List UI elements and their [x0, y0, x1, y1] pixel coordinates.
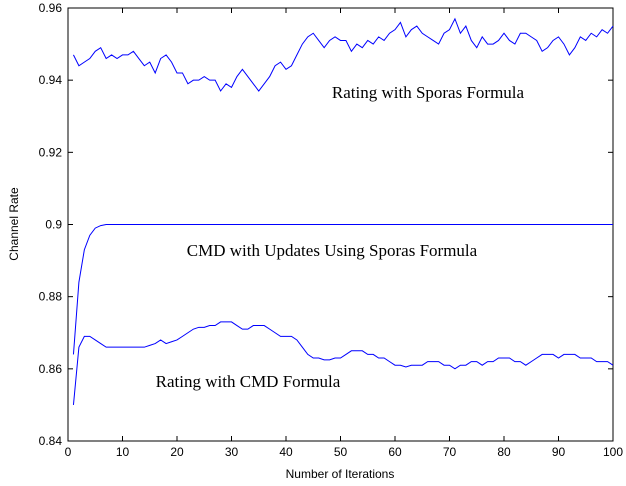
x-tick-label: 10: [116, 445, 130, 459]
x-tick-label: 50: [334, 445, 348, 459]
x-tick-label: 100: [603, 445, 623, 459]
x-tick-label: 80: [497, 445, 511, 459]
series-line: [73, 17, 614, 92]
x-tick-label: 20: [170, 445, 184, 459]
x-tick-label: 70: [443, 445, 457, 459]
x-tick-label: 0: [65, 445, 72, 459]
y-tick-label: 0.88: [39, 290, 63, 304]
series-label: CMD with Updates Using Sporas Formula: [187, 241, 478, 260]
x-axis-label: Number of Iterations: [286, 467, 395, 481]
x-tick-label: 40: [279, 445, 293, 459]
x-tick-label: 60: [388, 445, 402, 459]
series-line: [72, 224, 613, 355]
series-label: Rating with Sporas Formula: [332, 83, 525, 102]
y-tick-label: 0.84: [39, 434, 63, 448]
y-axis-label: Channel Rate: [7, 187, 21, 261]
series-label: Rating with CMD Formula: [156, 372, 341, 391]
y-tick-label: 0.92: [39, 145, 63, 159]
y-tick-label: 0.96: [39, 1, 63, 15]
series-line: [72, 321, 614, 405]
y-tick-label: 0.94: [39, 73, 63, 87]
x-tick-label: 90: [552, 445, 566, 459]
y-tick-label: 0.9: [45, 218, 62, 232]
y-tick-label: 0.86: [39, 362, 63, 376]
x-tick-label: 30: [225, 445, 239, 459]
